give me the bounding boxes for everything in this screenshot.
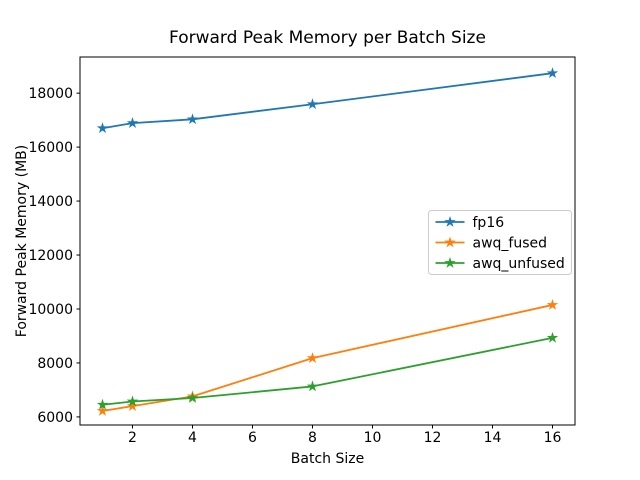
y-tick-label: 16000 xyxy=(28,140,73,156)
data-point-marker-awq_unfused xyxy=(96,398,109,410)
series-awq_fused xyxy=(96,298,559,416)
x-tick-label: 8 xyxy=(308,430,317,446)
data-point-marker-awq_unfused xyxy=(546,331,559,343)
legend-marker-fp16 xyxy=(444,216,456,227)
axis-ticks: 2 4 6 8 10 12 14 16 6000 8000 10000 12000 14000 16000… xyxy=(28,86,561,446)
chart-title: Forward Peak Memory per Batch Size xyxy=(169,28,486,48)
series-line-awq_unfused xyxy=(102,336,553,406)
y-tick-label: 6000 xyxy=(37,410,73,426)
legend: fp16 awq_fused awq_unfused xyxy=(428,210,572,275)
legend-marker-awq_unfused xyxy=(444,257,456,268)
legend-label-awq_fused: awq_fused xyxy=(473,236,548,252)
legend-box xyxy=(428,210,572,275)
legend-item-fp16: fp16 xyxy=(435,215,505,231)
data-point-marker-awq_unfused xyxy=(306,380,319,392)
series-line-awq_fused xyxy=(102,304,553,412)
x-tick-label: 2 xyxy=(128,430,137,446)
plot-border xyxy=(79,56,576,426)
y-tick-label: 18000 xyxy=(28,86,73,102)
data-point-marker-fp16 xyxy=(126,117,139,128)
x-tick-label: 6 xyxy=(248,430,257,446)
data-point-marker-fp16 xyxy=(306,98,319,110)
series-fp16 xyxy=(96,67,559,134)
series-awq_unfused xyxy=(96,331,559,410)
y-axis-label: Forward Peak Memory (MB) xyxy=(14,144,30,338)
data-point-marker-fp16 xyxy=(96,122,109,134)
x-tick-label: 12 xyxy=(424,430,442,446)
x-tick-label: 10 xyxy=(364,430,382,446)
y-tick-label: 10000 xyxy=(28,302,73,318)
data-point-marker-awq_unfused xyxy=(186,392,199,403)
y-tick-label: 8000 xyxy=(37,356,73,372)
data-point-marker-awq_fused xyxy=(546,298,559,310)
series-line-fp16 xyxy=(102,72,553,130)
y-tick-label: 14000 xyxy=(28,194,73,210)
legend-label-awq_unfused: awq_unfused xyxy=(473,256,565,272)
legend-item-awq_unfused: awq_unfused xyxy=(435,256,565,272)
data-point-marker-fp16 xyxy=(546,67,559,79)
x-tick-label: 4 xyxy=(188,430,197,446)
data-point-marker-awq_fused xyxy=(96,404,109,416)
data-point-marker-awq_unfused xyxy=(126,395,139,407)
legend-item-awq_fused: awq_fused xyxy=(435,236,548,252)
y-tick-label: 12000 xyxy=(28,248,73,264)
data-point-marker-awq_fused xyxy=(126,400,139,411)
x-tick-label: 16 xyxy=(544,430,562,446)
data-point-marker-fp16 xyxy=(186,113,199,125)
legend-marker-awq_fused xyxy=(444,236,456,248)
legend-label-fp16: fp16 xyxy=(473,215,505,231)
data-point-marker-awq_fused xyxy=(306,352,319,363)
x-axis-label: Batch Size xyxy=(290,451,365,467)
x-tick-label: 14 xyxy=(484,430,502,446)
